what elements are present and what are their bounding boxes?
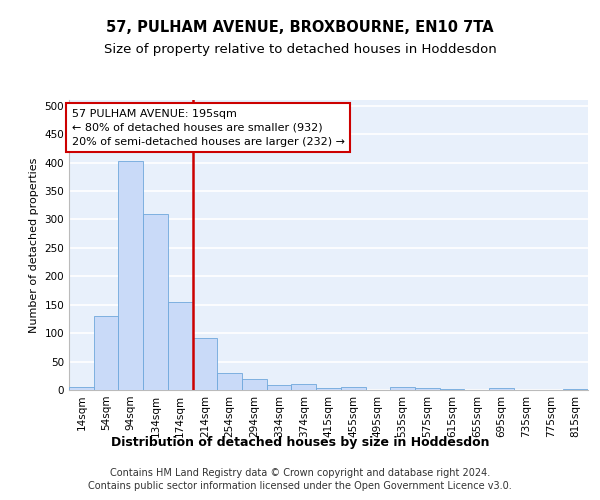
Bar <box>316 388 341 390</box>
Bar <box>118 161 143 390</box>
Bar <box>489 388 514 390</box>
Text: 57 PULHAM AVENUE: 195sqm
← 80% of detached houses are smaller (932)
20% of semi-: 57 PULHAM AVENUE: 195sqm ← 80% of detach… <box>71 108 344 146</box>
Bar <box>267 386 292 390</box>
Bar <box>341 387 365 390</box>
Text: Contains public sector information licensed under the Open Government Licence v3: Contains public sector information licen… <box>88 481 512 491</box>
Bar <box>242 378 267 390</box>
Text: 57, PULHAM AVENUE, BROXBOURNE, EN10 7TA: 57, PULHAM AVENUE, BROXBOURNE, EN10 7TA <box>106 20 494 35</box>
Text: Size of property relative to detached houses in Hoddesdon: Size of property relative to detached ho… <box>104 42 496 56</box>
Bar <box>415 388 440 390</box>
Bar <box>143 214 168 390</box>
Bar <box>563 389 588 390</box>
Bar <box>168 302 193 390</box>
Bar <box>193 338 217 390</box>
Bar <box>94 316 118 390</box>
Bar <box>69 387 94 390</box>
Text: Contains HM Land Registry data © Crown copyright and database right 2024.: Contains HM Land Registry data © Crown c… <box>110 468 490 477</box>
Y-axis label: Number of detached properties: Number of detached properties <box>29 158 39 332</box>
Text: Distribution of detached houses by size in Hoddesdon: Distribution of detached houses by size … <box>111 436 489 449</box>
Bar <box>217 373 242 390</box>
Bar <box>292 384 316 390</box>
Bar <box>390 387 415 390</box>
